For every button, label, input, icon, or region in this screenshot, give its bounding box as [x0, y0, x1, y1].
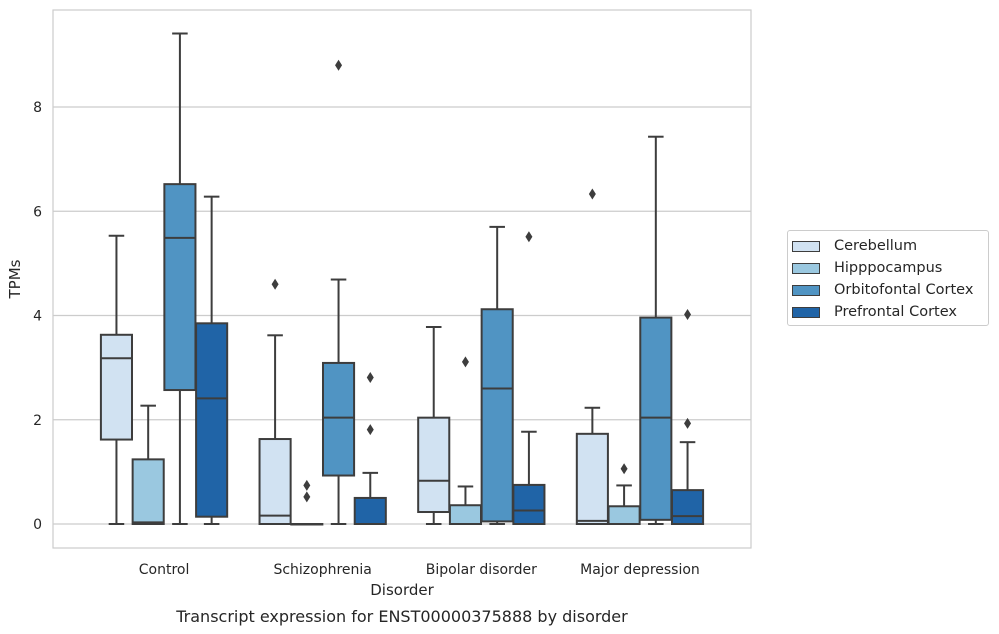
x-tick-label: Control — [139, 562, 190, 578]
legend-label: Cerebellum — [834, 238, 918, 254]
box-iqr — [99, 333, 134, 441]
legend-item-hippocampus: Hipppocampus — [792, 258, 942, 278]
legend-item-prefrontal: Prefrontal Cortex — [792, 302, 957, 322]
box-group — [131, 404, 165, 525]
plot-area-frame — [52, 9, 752, 549]
x-tick-label: Major depression — [580, 562, 700, 578]
legend-swatch-orbitofrontal — [792, 284, 820, 296]
legend-label: Orbitofontal Cortex — [834, 282, 974, 298]
box-iqr — [321, 361, 356, 477]
box-group — [353, 372, 387, 525]
box-iqr — [607, 505, 641, 525]
x-tick-label: Bipolar disorder — [426, 562, 537, 578]
x-tick-label: Schizophrenia — [273, 562, 371, 578]
outlier-point — [303, 491, 311, 503]
y-tick-label: 6 — [33, 204, 42, 220]
outlier-point — [525, 231, 533, 243]
chart-caption: Transcript expression for ENST0000037588… — [175, 607, 628, 626]
legend-swatch-hippocampus — [792, 262, 820, 274]
y-tick-label: 2 — [33, 413, 42, 429]
box-iqr — [131, 458, 165, 525]
box-iqr — [512, 483, 546, 525]
legend-label: Hipppocampus — [834, 260, 943, 276]
y-tick-label: 4 — [33, 309, 42, 325]
box-iqr — [417, 416, 451, 514]
outlier-point — [366, 372, 374, 384]
outlier-point — [271, 278, 279, 290]
box-group — [258, 278, 292, 526]
box-iqr — [353, 496, 387, 525]
legend-swatch-prefrontal — [792, 306, 820, 318]
box-group — [163, 32, 197, 525]
box-group — [512, 231, 546, 525]
box-iqr — [575, 432, 609, 526]
x-axis-label: Disorder — [370, 581, 434, 599]
outlier-point — [684, 308, 692, 320]
box-iqr — [258, 438, 292, 526]
x-tick-labels: Control Schizophrenia Bipolar disorder Majo… — [139, 562, 700, 578]
legend: Cerebellum Hipppocampus Orbitofontal Cor… — [787, 230, 989, 326]
box-iqr — [163, 183, 197, 392]
y-tick-label: 8 — [33, 100, 42, 116]
box-group — [290, 479, 324, 526]
outlier-point — [366, 424, 374, 436]
box-group — [670, 308, 705, 525]
legend-item-cerebellum: Cerebellum — [792, 236, 917, 256]
box-iqr — [639, 316, 673, 521]
y-tick-label: 0 — [33, 517, 42, 533]
legend-swatch-cerebellum — [792, 240, 820, 252]
box-group — [99, 234, 134, 525]
outlier-point — [303, 479, 311, 491]
outlier-point — [335, 59, 343, 71]
box-elements — [99, 32, 705, 526]
box-group — [639, 135, 673, 525]
box-iqr — [480, 308, 514, 523]
box-group — [448, 356, 483, 525]
y-tick-labels: 0 2 4 6 8 — [33, 100, 42, 533]
outlier-point — [588, 188, 596, 200]
box-group — [321, 59, 356, 525]
outlier-point — [684, 417, 692, 429]
outlier-point — [461, 356, 469, 368]
legend-label: Prefrontal Cortex — [834, 304, 957, 320]
box-iqr — [448, 504, 483, 525]
box-group — [195, 195, 229, 525]
box-group — [417, 325, 451, 525]
box-group — [575, 188, 609, 526]
box-group — [607, 463, 641, 525]
legend-item-orbitofrontal: Orbitofontal Cortex — [792, 280, 973, 300]
box-iqr — [195, 322, 229, 518]
box-iqr — [670, 489, 705, 525]
outlier-point — [620, 463, 628, 475]
y-axis-label: TPMs — [6, 259, 24, 299]
box-group — [480, 225, 514, 525]
